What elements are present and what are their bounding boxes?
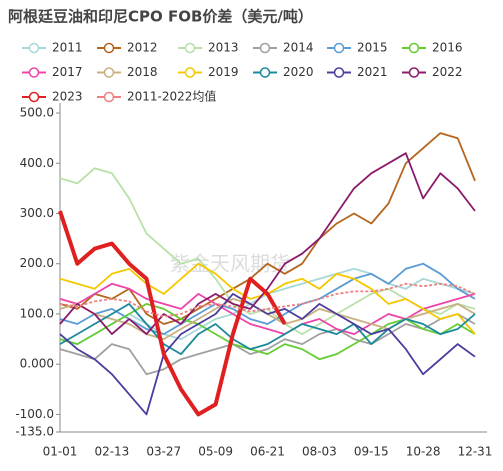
legend-label: 2011-2022均值 — [127, 89, 216, 104]
legend-marker — [408, 67, 420, 78]
x-tick-label: 03-27 — [146, 445, 181, 459]
x-tick-label: 09-15 — [354, 445, 389, 459]
series-line — [59, 267, 476, 345]
legend-marker — [259, 42, 271, 54]
y-tick-label: 500.0 — [20, 106, 54, 120]
y-tick-label: 400.0 — [20, 156, 54, 170]
series-line — [59, 303, 476, 355]
legend-label: 2021 — [357, 65, 388, 79]
y-tick-label: 0.000 — [20, 357, 54, 371]
legend-label: 2011 — [52, 41, 83, 55]
legend-marker — [28, 42, 40, 54]
y-tick-label: 300.0 — [20, 206, 54, 220]
chart-title: 阿根廷豆油和印尼CPO FOB价差（美元/吨） — [8, 8, 313, 26]
x-tick-label: 06-21 — [250, 445, 285, 459]
x-tick-label: 08-03 — [302, 445, 337, 459]
legend-marker — [28, 67, 40, 78]
legend-marker — [103, 42, 115, 54]
legend-marker — [28, 91, 40, 103]
legend-marker — [184, 42, 196, 54]
legend-label: 2012 — [127, 41, 158, 55]
series-line — [59, 152, 476, 335]
legend-label: 2016 — [432, 41, 463, 55]
series-line — [59, 293, 476, 416]
legend-marker — [103, 67, 115, 78]
series-line — [59, 282, 476, 318]
series-line — [59, 313, 476, 376]
series-line — [59, 303, 476, 361]
x-tick-label: 05-09 — [198, 445, 233, 459]
legend-label: 2013 — [208, 41, 239, 55]
legend-label: 2014 — [283, 41, 314, 55]
x-tick-label: 10-28 — [406, 445, 441, 459]
legend-label: 2019 — [208, 65, 239, 79]
x-tick-label: 02-13 — [94, 445, 129, 459]
series-line — [58, 210, 287, 417]
legend-marker — [408, 42, 420, 54]
legend-label: 2015 — [357, 41, 388, 55]
y-tick-label: -135.0 — [15, 425, 54, 439]
legend-marker — [259, 67, 271, 78]
legend-label: 2018 — [127, 65, 158, 79]
legend-marker — [333, 67, 345, 78]
legend-label: 2022 — [432, 65, 463, 79]
legend-label: 2023 — [52, 90, 83, 104]
y-tick-label: 100.0 — [20, 306, 54, 320]
x-tick-label: 12-31 — [458, 445, 493, 459]
legend-label: 2017 — [52, 65, 83, 79]
legend-label: 2020 — [283, 65, 314, 79]
legend-marker — [184, 67, 196, 78]
legend-marker — [333, 42, 345, 54]
x-tick-label: 01-01 — [43, 445, 78, 459]
legend-marker — [103, 91, 115, 103]
y-tick-label: 200.0 — [20, 256, 54, 270]
y-tick-label: -100.0 — [15, 407, 54, 421]
